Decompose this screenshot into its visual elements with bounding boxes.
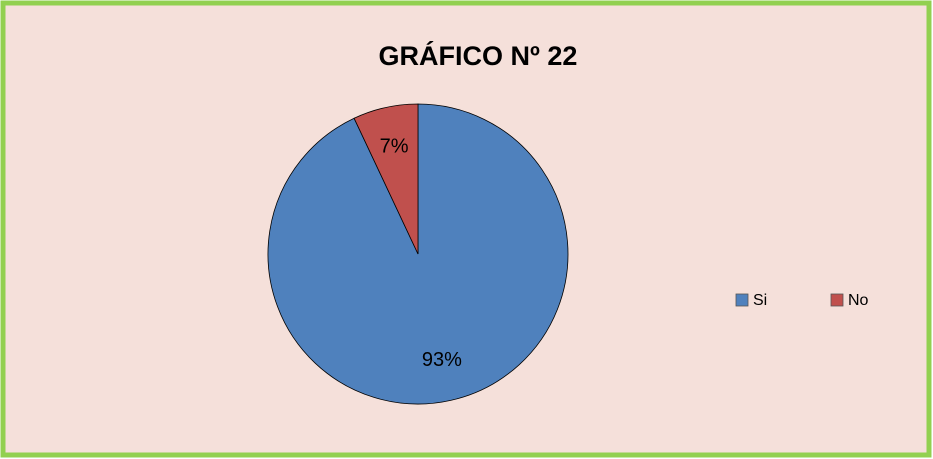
legend-swatch bbox=[830, 293, 844, 307]
data-label: 7% bbox=[380, 135, 409, 157]
legend-label: Si bbox=[753, 292, 767, 309]
legend-label: No bbox=[848, 292, 869, 309]
legend-swatch bbox=[735, 293, 749, 307]
data-label: 93% bbox=[422, 349, 462, 371]
chart-title: GRÁFICO Nº 22 bbox=[379, 40, 578, 71]
pie-slice bbox=[353, 103, 419, 255]
